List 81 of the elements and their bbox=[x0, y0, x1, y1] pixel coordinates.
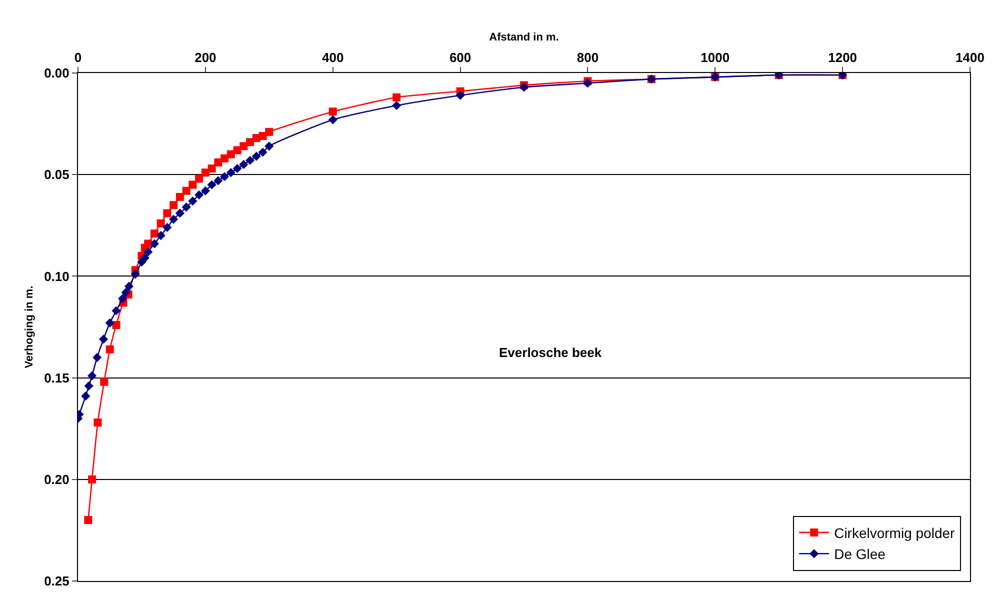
y-tick-label: 0.10 bbox=[44, 268, 70, 284]
point bbox=[182, 186, 190, 195]
point bbox=[130, 270, 140, 279]
point bbox=[226, 150, 235, 158]
point bbox=[106, 345, 114, 354]
point bbox=[105, 318, 114, 328]
point bbox=[150, 239, 160, 248]
point bbox=[519, 82, 529, 92]
point bbox=[88, 475, 96, 484]
point bbox=[240, 142, 248, 150]
point bbox=[214, 158, 222, 166]
point bbox=[176, 192, 184, 201]
annotation: Everlosche beek bbox=[499, 345, 602, 360]
point bbox=[182, 202, 191, 212]
point bbox=[175, 208, 184, 218]
point bbox=[98, 334, 108, 344]
point bbox=[265, 128, 274, 136]
point bbox=[118, 294, 128, 304]
point bbox=[156, 231, 166, 240]
x-tick-label: 200 bbox=[194, 50, 216, 65]
point bbox=[156, 219, 165, 228]
point bbox=[94, 418, 102, 426]
point bbox=[208, 164, 216, 172]
point bbox=[201, 168, 210, 177]
point bbox=[392, 93, 401, 102]
x-tick-label: 1400 bbox=[956, 50, 984, 65]
point bbox=[226, 168, 236, 178]
x-tick-label: 1200 bbox=[828, 50, 858, 65]
y-axis-title: Verhoging in m. bbox=[24, 286, 36, 368]
x-tick-label: 800 bbox=[576, 50, 599, 65]
point bbox=[92, 352, 102, 362]
point bbox=[112, 306, 121, 316]
point bbox=[140, 253, 150, 262]
point bbox=[112, 320, 120, 329]
x-tick-label: 0 bbox=[74, 50, 82, 65]
point bbox=[328, 115, 338, 124]
point bbox=[207, 180, 216, 190]
x-tick-label: 1000 bbox=[700, 50, 730, 65]
point bbox=[456, 90, 465, 100]
point bbox=[392, 100, 402, 110]
point bbox=[188, 196, 198, 206]
y-tick-label: 0.15 bbox=[44, 370, 70, 386]
point bbox=[200, 186, 210, 196]
x-tick-label: 600 bbox=[449, 50, 472, 65]
point bbox=[84, 516, 92, 524]
point bbox=[194, 190, 204, 200]
point bbox=[170, 201, 178, 210]
point bbox=[81, 392, 90, 401]
point bbox=[214, 176, 223, 186]
point bbox=[258, 148, 268, 157]
x-axis-title: Afstand in m. bbox=[489, 31, 559, 44]
point bbox=[220, 172, 230, 182]
point bbox=[232, 164, 242, 174]
y-tick-label: 0.00 bbox=[44, 66, 70, 81]
point bbox=[124, 282, 134, 291]
x-tick-label: 400 bbox=[322, 50, 344, 65]
point bbox=[239, 160, 248, 169]
point bbox=[246, 138, 254, 146]
y-tick-label: 0.20 bbox=[44, 472, 70, 487]
point bbox=[163, 209, 172, 218]
point bbox=[84, 381, 94, 390]
point bbox=[100, 378, 108, 386]
point bbox=[245, 156, 255, 165]
point bbox=[121, 288, 130, 298]
point bbox=[328, 108, 337, 116]
point bbox=[150, 230, 158, 238]
point bbox=[144, 240, 152, 248]
y-tick-label: 0.05 bbox=[44, 167, 70, 182]
point bbox=[264, 142, 274, 151]
point bbox=[87, 371, 97, 380]
point bbox=[583, 78, 592, 88]
point bbox=[252, 152, 261, 161]
point bbox=[195, 174, 204, 183]
legend-label: Cirkelvormig polder bbox=[834, 524, 956, 541]
point bbox=[144, 247, 153, 256]
point bbox=[162, 222, 172, 232]
legend-label: De Glee bbox=[834, 546, 886, 562]
point bbox=[169, 214, 178, 224]
y-tick-label: 0.25 bbox=[44, 574, 70, 589]
point bbox=[220, 154, 229, 162]
point bbox=[188, 180, 197, 189]
